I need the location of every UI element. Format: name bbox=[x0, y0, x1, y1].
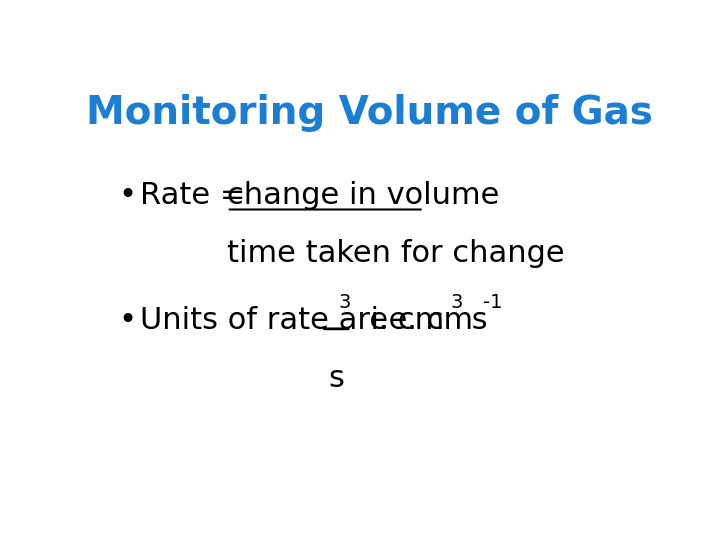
Text: time taken for change: time taken for change bbox=[227, 239, 564, 268]
Text: i.e. cm: i.e. cm bbox=[351, 306, 473, 335]
Text: s: s bbox=[462, 306, 487, 335]
Text: •: • bbox=[118, 306, 136, 335]
Text: 3: 3 bbox=[338, 294, 351, 313]
Text: Units of rate are cm: Units of rate are cm bbox=[140, 306, 444, 335]
Text: change in volume: change in volume bbox=[227, 181, 499, 210]
Text: s: s bbox=[328, 364, 344, 393]
Text: Monitoring Volume of Gas: Monitoring Volume of Gas bbox=[86, 94, 652, 132]
Text: 3: 3 bbox=[451, 294, 463, 313]
Text: Rate =: Rate = bbox=[140, 181, 256, 210]
Text: •: • bbox=[118, 181, 136, 210]
Text: -1: -1 bbox=[483, 294, 503, 313]
